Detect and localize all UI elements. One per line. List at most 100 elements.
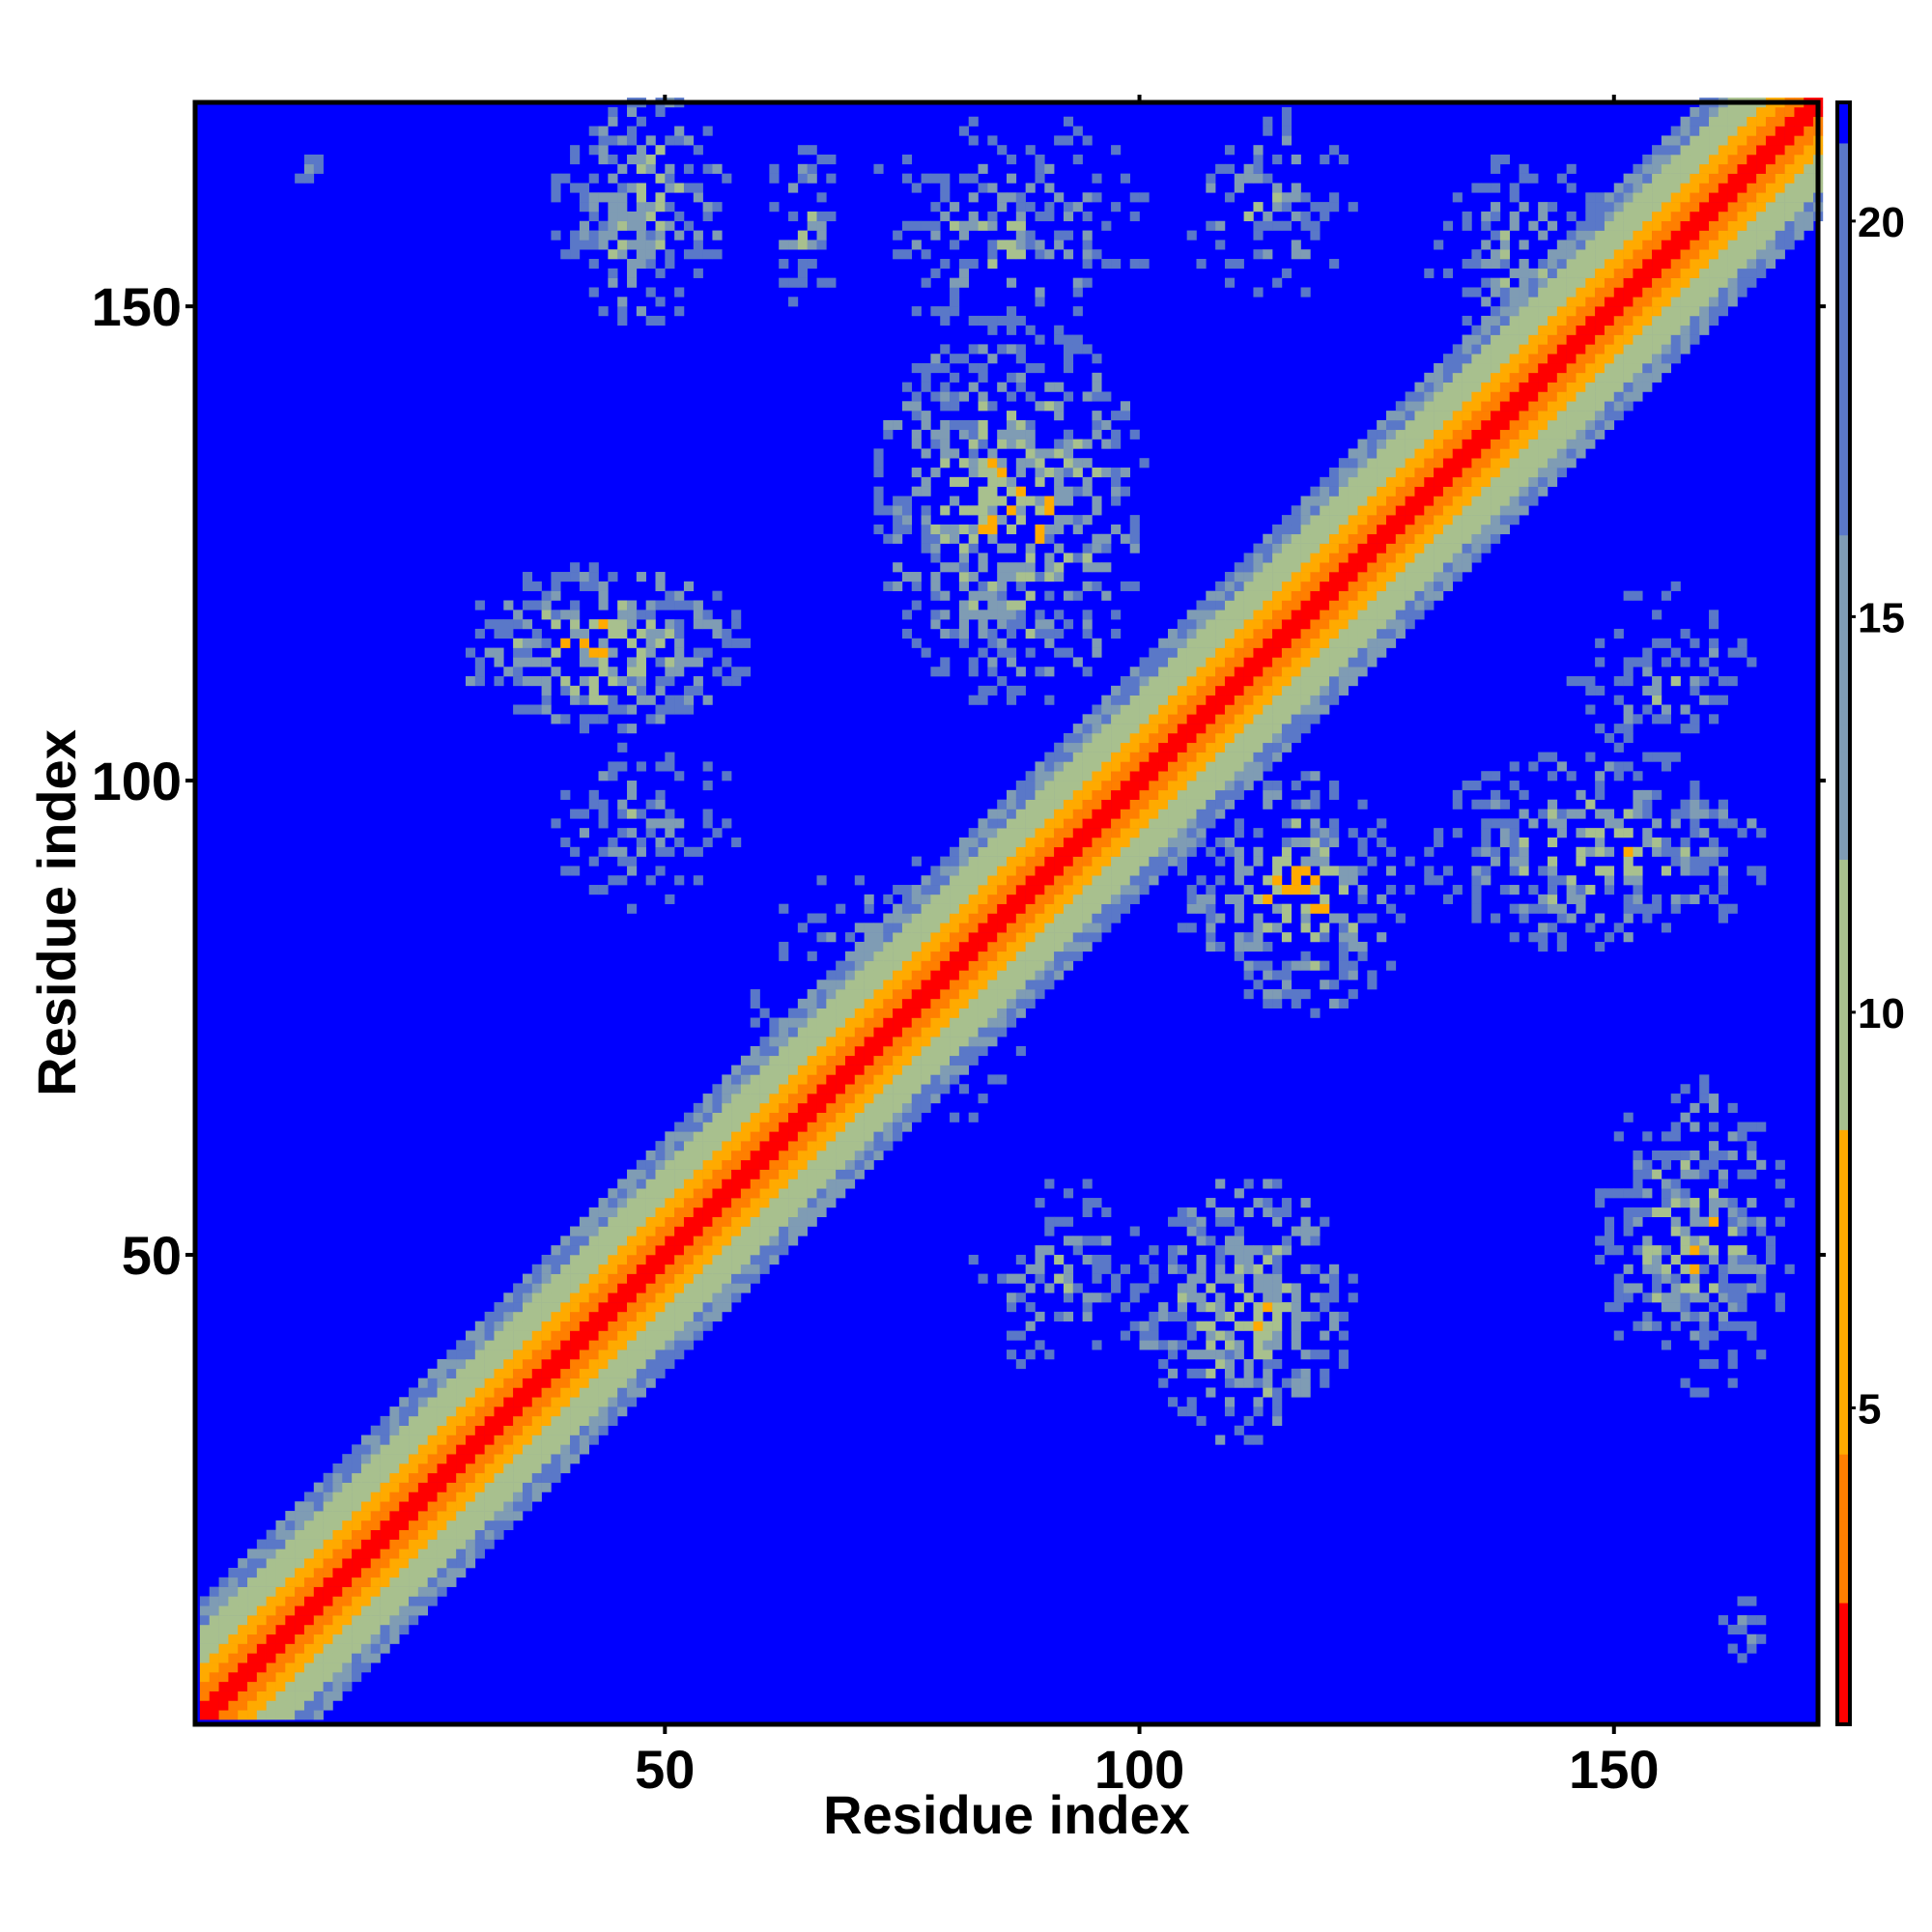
heatmap-cell: [1414, 496, 1425, 506]
heatmap-cell: [551, 1350, 561, 1360]
heatmap-cell: [665, 1321, 675, 1331]
heatmap-cell: [645, 155, 656, 165]
heatmap-cell: [437, 1435, 447, 1445]
heatmap-cell: [1272, 553, 1283, 563]
heatmap-cell: [1092, 923, 1102, 933]
heatmap-cell: [1320, 505, 1330, 516]
heatmap-cell: [1300, 676, 1311, 687]
heatmap-cell: [627, 1179, 638, 1189]
heatmap-cell: [1357, 894, 1368, 904]
heatmap-cell: [788, 183, 799, 193]
heatmap-cell: [883, 980, 894, 990]
heatmap-cell: [1329, 192, 1340, 203]
heatmap-cell: [997, 923, 1008, 933]
heatmap-cell: [958, 923, 969, 933]
heatmap-cell: [1015, 439, 1026, 449]
heatmap-cell: [1300, 533, 1311, 544]
heatmap-cell: [1092, 192, 1102, 203]
heatmap-cell: [665, 752, 675, 762]
heatmap-cell: [560, 1425, 571, 1435]
heatmap-cell: [665, 1169, 675, 1179]
heatmap-cell: [683, 1131, 695, 1142]
heatmap-cell: [693, 1293, 703, 1303]
heatmap-cell: [1092, 533, 1102, 544]
heatmap-cell: [1007, 998, 1017, 1009]
heatmap-cell: [494, 628, 504, 639]
heatmap-cell: [712, 1188, 723, 1199]
heatmap-cell: [380, 1482, 390, 1492]
heatmap-cell: [1442, 220, 1454, 231]
heatmap-cell: [617, 163, 628, 174]
heatmap-cell: [1357, 439, 1368, 449]
heatmap-cell: [693, 610, 703, 620]
heatmap-cell: [1101, 856, 1112, 867]
heatmap-cell: [740, 1273, 752, 1284]
heatmap-cell: [1452, 572, 1463, 582]
heatmap-cell: [722, 1159, 732, 1170]
heatmap-cell: [958, 837, 969, 848]
heatmap-cell: [323, 1700, 333, 1711]
heatmap-cell: [1481, 875, 1492, 886]
heatmap-cell: [750, 1216, 760, 1227]
heatmap-cell: [1111, 685, 1122, 696]
heatmap-cell: [1120, 732, 1131, 744]
heatmap-cell: [987, 533, 998, 544]
heatmap-cell: [968, 1008, 979, 1018]
heatmap-cell: [494, 1350, 504, 1360]
heatmap-cell: [1063, 135, 1074, 146]
heatmap-cell: [417, 1397, 428, 1407]
heatmap-cell: [788, 1236, 799, 1246]
heatmap-cell: [1063, 116, 1074, 127]
heatmap-cell: [674, 1141, 685, 1151]
heatmap-cell: [1263, 1358, 1273, 1370]
heatmap-cell: [1215, 724, 1226, 734]
heatmap-cell: [987, 894, 998, 904]
heatmap-cell: [427, 1387, 438, 1398]
heatmap-cell: [474, 1415, 485, 1427]
heatmap-cell: [836, 989, 846, 1000]
heatmap-cell: [484, 1330, 495, 1341]
heatmap-cell: [1377, 486, 1387, 497]
heatmap-cell: [1272, 1293, 1283, 1303]
heatmap-cell: [1414, 382, 1425, 392]
heatmap-cell: [1168, 1350, 1179, 1360]
heatmap-cell: [1320, 628, 1330, 639]
heatmap-cell: [541, 1406, 552, 1417]
heatmap-cell: [1348, 941, 1358, 952]
heatmap-cell: [1082, 476, 1093, 487]
heatmap-cell: [1215, 600, 1226, 611]
heatmap-cell: [665, 1226, 675, 1236]
heatmap-cell: [417, 1387, 428, 1398]
heatmap-cell: [1310, 1226, 1321, 1236]
heatmap-cell: [360, 1520, 372, 1531]
heatmap-cell: [1234, 951, 1244, 961]
heatmap-cell: [1111, 732, 1122, 744]
heatmap-cell: [332, 1653, 343, 1663]
heatmap-cell: [342, 1539, 353, 1549]
heatmap-cell: [636, 116, 646, 127]
heatmap-cell: [1007, 572, 1017, 582]
heatmap-cell: [1481, 448, 1492, 459]
heatmap-cell: [484, 1520, 495, 1531]
heatmap-cell: [303, 1558, 315, 1569]
heatmap-cell: [655, 789, 666, 800]
heatmap-cell: [1377, 439, 1387, 449]
heatmap-cell: [1007, 192, 1017, 203]
heatmap-cell: [1481, 828, 1492, 838]
heatmap-cell: [636, 259, 646, 270]
heatmap-cell: [1329, 610, 1340, 620]
heatmap-cell: [1281, 647, 1293, 658]
heatmap-cell: [323, 1681, 333, 1691]
heatmap-cell: [1120, 894, 1131, 904]
heatmap-cell: [1263, 1387, 1273, 1398]
heatmap-cell: [275, 1681, 286, 1691]
heatmap-cell: [1044, 828, 1055, 838]
heatmap-cell: [750, 1045, 760, 1057]
heatmap-cell: [466, 1472, 476, 1483]
heatmap-cell: [997, 638, 1008, 648]
heatmap-cell: [1139, 1340, 1150, 1350]
heatmap-cell: [256, 1577, 267, 1587]
heatmap-cell: [1007, 828, 1017, 838]
heatmap-cell: [655, 704, 666, 715]
heatmap-cell: [1405, 581, 1415, 591]
